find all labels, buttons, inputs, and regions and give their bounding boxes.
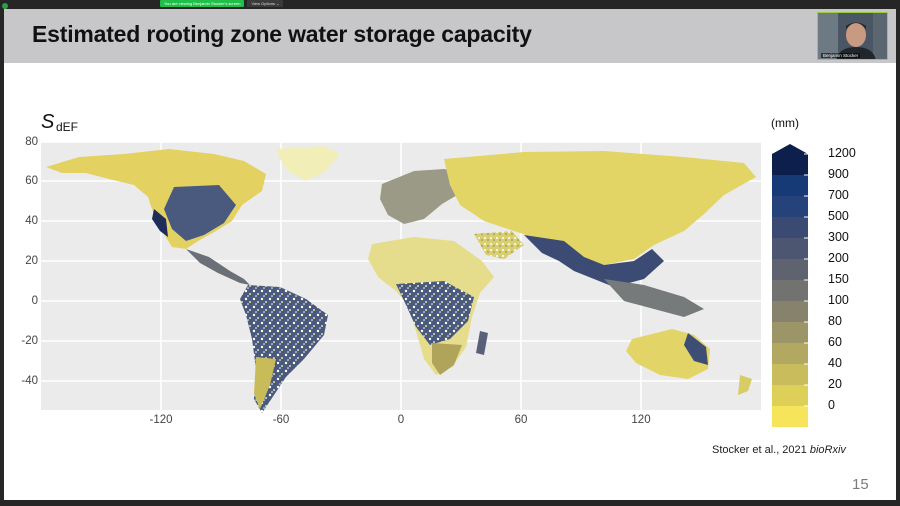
title-band: Estimated rooting zone water storage cap… xyxy=(4,9,896,63)
legend-label: 100 xyxy=(828,293,849,307)
legend-label: 700 xyxy=(828,188,849,202)
x-tick-label: 120 xyxy=(631,414,651,426)
slide: Estimated rooting zone water storage cap… xyxy=(4,9,896,500)
y-tick-label: -20 xyxy=(21,335,38,347)
webcam-name-label: Benjamin Stocker xyxy=(821,53,861,58)
asia-south xyxy=(524,235,664,287)
webcam-person-icon xyxy=(818,13,887,59)
citation-authors: Stocker et al., 2021 xyxy=(712,444,810,456)
legend-swatch xyxy=(772,385,808,406)
y-tick-label: 20 xyxy=(25,255,38,267)
legend-label: 40 xyxy=(828,356,842,370)
legend-swatch xyxy=(772,196,808,217)
recording-indicator xyxy=(2,3,8,9)
legend-swatch xyxy=(772,280,808,301)
continents xyxy=(46,146,756,413)
legend-swatch xyxy=(772,322,808,343)
legend-arrow-cap xyxy=(772,144,808,154)
legend-swatch xyxy=(772,175,808,196)
y-tick-label: 80 xyxy=(25,136,38,148)
legend-unit: (mm) xyxy=(771,116,799,130)
screen-share-bar: You are viewing Benjamin Stocker's scree… xyxy=(160,0,284,7)
legend-swatch xyxy=(772,301,808,322)
legend-label: 500 xyxy=(828,209,849,223)
legend-swatch xyxy=(772,238,808,259)
legend-colorbar xyxy=(772,144,808,427)
africa-central xyxy=(396,281,474,345)
legend-label: 80 xyxy=(828,314,842,328)
legend-label: 150 xyxy=(828,272,849,286)
legend-swatch xyxy=(772,259,808,280)
greenland xyxy=(276,146,340,181)
view-options-button[interactable]: View Options ⌄ xyxy=(247,0,284,7)
legend-swatch xyxy=(772,217,808,238)
legend-label: 1200 xyxy=(828,146,856,160)
y-tick-label: 60 xyxy=(25,175,38,187)
world-map-chart xyxy=(41,141,808,427)
y-tick-label: 0 xyxy=(31,295,38,307)
madagascar xyxy=(476,331,488,355)
north-america-east xyxy=(164,185,236,241)
citation: Stocker et al., 2021 bioRxiv xyxy=(712,444,846,456)
x-tick-label: -60 xyxy=(272,414,290,426)
legend-swatch xyxy=(772,406,808,427)
legend-swatch xyxy=(772,343,808,364)
legend-label: 0 xyxy=(828,398,835,412)
legend-label: 20 xyxy=(828,377,842,391)
y-tick-label: 40 xyxy=(25,215,38,227)
y-tick-label: -40 xyxy=(21,375,38,387)
slide-number: 15 xyxy=(852,476,869,493)
legend-swatch xyxy=(772,364,808,385)
central-america xyxy=(186,249,250,285)
south-america-south xyxy=(254,357,276,409)
x-tick-label: 60 xyxy=(514,414,528,426)
slide-title: Estimated rooting zone water storage cap… xyxy=(32,21,532,47)
webcam-tile[interactable]: Benjamin Stocker xyxy=(817,12,888,60)
variable-subscript: dEF xyxy=(56,120,79,134)
x-tick-label: -120 xyxy=(149,414,173,426)
new-zealand xyxy=(738,375,752,395)
africa-south xyxy=(432,343,462,375)
north-america-west xyxy=(152,209,168,237)
legend-label: 200 xyxy=(828,251,849,265)
legend-label: 300 xyxy=(828,230,849,244)
asia xyxy=(444,151,756,265)
legend-label: 60 xyxy=(828,335,842,349)
legend-swatch xyxy=(772,154,808,175)
middle-east xyxy=(474,231,524,259)
legend-label: 900 xyxy=(828,167,849,181)
variable-symbol: S xyxy=(41,111,55,133)
citation-journal: bioRxiv xyxy=(809,444,846,456)
australia-east xyxy=(684,333,708,365)
share-banner: You are viewing Benjamin Stocker's scree… xyxy=(160,0,245,7)
southeast-asia xyxy=(604,279,704,317)
x-tick-label: 0 xyxy=(397,414,405,426)
